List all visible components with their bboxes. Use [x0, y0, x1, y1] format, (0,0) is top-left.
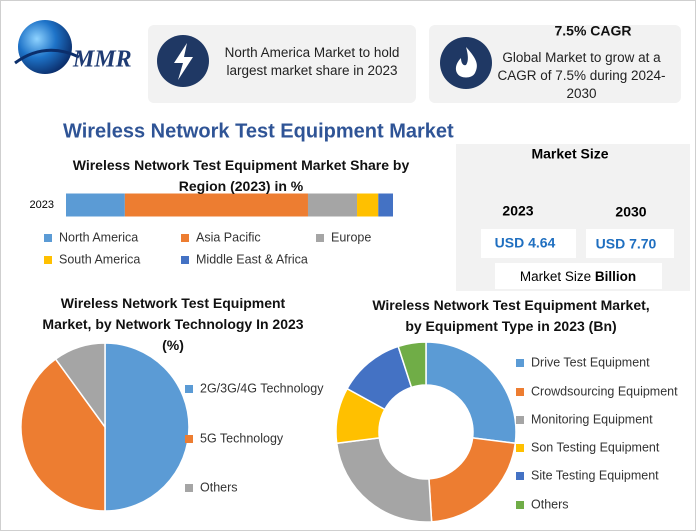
- bar-segment: [66, 193, 125, 217]
- footer-label: Market Size: [520, 269, 591, 284]
- market-value: USD 4.64: [495, 235, 556, 251]
- legend-label: Monitoring Equipment: [531, 412, 653, 426]
- year-label: 2030: [615, 204, 646, 220]
- legend-swatch: [44, 256, 52, 264]
- legend-swatch: [516, 416, 524, 424]
- page-title: Wireless Network Test Equipment Market: [63, 120, 454, 142]
- card-title: 7.5% CAGR: [554, 23, 631, 39]
- logo-globe: [18, 20, 72, 74]
- legend-swatch: [185, 385, 193, 393]
- legend-label: Site Testing Equipment: [531, 468, 659, 482]
- legend-label: Others: [531, 497, 569, 511]
- legend-label: Europe: [331, 230, 371, 244]
- market-value: USD 7.70: [596, 236, 657, 252]
- logo-swoosh: [14, 48, 80, 65]
- legend-label: 2G/3G/4G Technology: [200, 381, 324, 395]
- legend-swatch: [316, 234, 324, 242]
- bar-segment: [357, 193, 379, 217]
- bar-segment: [124, 193, 308, 217]
- legend-label: Asia Pacific: [196, 230, 261, 244]
- chart-title: Wireless Network Test Equipment Market, …: [372, 297, 650, 334]
- legend-label: 5G Technology: [200, 431, 284, 445]
- donut-slice: [397, 341, 427, 389]
- card-icon: [440, 37, 492, 89]
- legend-swatch: [185, 484, 193, 492]
- footer-unit: Billion: [595, 269, 636, 284]
- legend-swatch: [516, 501, 524, 509]
- legend-swatch: [181, 234, 189, 242]
- value-box: [481, 229, 576, 258]
- year-label: 2023: [502, 203, 533, 219]
- footer-box: [495, 263, 662, 289]
- legend-swatch: [516, 388, 524, 396]
- legend-swatch: [181, 256, 189, 264]
- legend-swatch: [516, 444, 524, 452]
- card: [148, 25, 416, 103]
- chart-title: Wireless Network Test Equipment Market S…: [72, 157, 410, 194]
- y-tick-label: 2023: [30, 199, 54, 211]
- donut-slice: [335, 437, 433, 523]
- value-box: [586, 229, 674, 258]
- logo-text: MMR: [72, 47, 132, 73]
- legend-label: Drive Test Equipment: [531, 355, 650, 369]
- lightning-icon: [174, 43, 193, 80]
- panel-title: Market Size: [531, 146, 608, 162]
- donut-slice: [428, 437, 517, 523]
- footer-text: Market Size Billion: [520, 269, 636, 284]
- card-text: Global Market to grow at a CAGR of 7.5% …: [497, 50, 666, 102]
- legend-swatch: [516, 472, 524, 480]
- legend-label: Crowdsourcing Equipment: [531, 384, 678, 398]
- legend-swatch: [44, 234, 52, 242]
- legend-label: Others: [200, 480, 238, 494]
- pie-slice: [54, 342, 106, 430]
- bar-segment: [307, 193, 358, 217]
- donut-slice: [425, 341, 517, 445]
- legend-swatch: [185, 435, 193, 443]
- legend-label: South America: [59, 252, 140, 266]
- pie-slice: [20, 357, 106, 512]
- card: [429, 25, 681, 103]
- legend-swatch: [516, 359, 524, 367]
- legend-label: Son Testing Equipment: [531, 440, 660, 454]
- legend-label: North America: [59, 230, 138, 244]
- flame-icon: [455, 47, 477, 78]
- pie-slice: [104, 342, 190, 512]
- legend-label: Middle East & Africa: [196, 252, 308, 266]
- chart-title: Wireless Network Test Equipment Market, …: [42, 295, 304, 353]
- card-text: North America Market to hold largest mar…: [224, 45, 400, 79]
- bar-segment: [378, 193, 393, 217]
